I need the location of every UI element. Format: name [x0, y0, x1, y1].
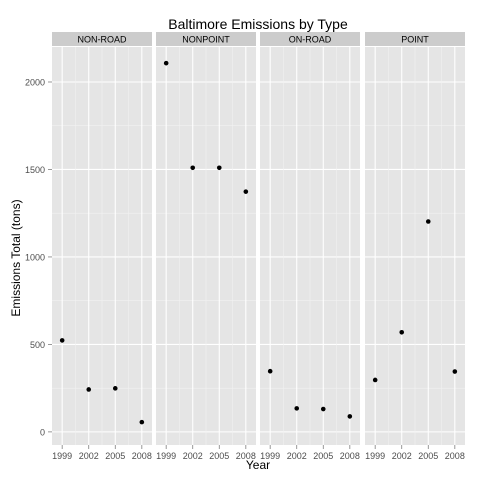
- x-tick-label: 2005: [105, 451, 125, 461]
- facet-strip: [260, 32, 360, 46]
- x-tick-label: 1999: [156, 451, 176, 461]
- data-point: [139, 419, 145, 425]
- facet-panel-nonpoint: NONPOINT 1999 2002 2005 2008: [156, 32, 256, 461]
- data-point: [112, 386, 118, 391]
- data-point: [372, 377, 378, 383]
- x-tick-label: 1999: [52, 451, 72, 461]
- data-point: [59, 338, 65, 343]
- facet-strip: [52, 32, 152, 46]
- y-tick-label: 1500: [25, 165, 45, 175]
- y-tick-label: 500: [30, 340, 45, 350]
- facet-strip-label: POINT: [401, 35, 429, 45]
- data-point: [243, 189, 249, 194]
- data-point: [452, 369, 458, 374]
- x-tick-label: 2005: [209, 451, 229, 461]
- data-point: [425, 219, 431, 224]
- data-point: [267, 368, 273, 374]
- data-point: [320, 406, 326, 412]
- facet-strip: [156, 32, 256, 46]
- x-axis-label: Year: [246, 458, 270, 472]
- x-tick-label: 2002: [183, 451, 203, 461]
- facet-strip-label: NONPOINT: [182, 35, 230, 45]
- x-tick-label: 2002: [287, 451, 307, 461]
- x-tick-label: 2002: [79, 451, 99, 461]
- data-point: [86, 387, 92, 392]
- facet-panel-point: POINT 1999 2002 2005 2008: [365, 32, 465, 461]
- x-tick-label: 1999: [260, 451, 280, 461]
- y-tick-label: 1000: [25, 252, 45, 262]
- x-tick-label: 2005: [313, 451, 333, 461]
- data-point: [399, 329, 405, 335]
- data-point: [216, 165, 222, 171]
- x-tick-label: 2002: [392, 451, 412, 461]
- data-point: [294, 406, 300, 411]
- data-point: [347, 414, 353, 419]
- facet-panel-on-road: ON-ROAD 1999 2002 2005 2008: [260, 32, 360, 461]
- x-tick-label: 2008: [340, 451, 360, 461]
- facet-strip-label: NON-ROAD: [78, 35, 127, 45]
- chart-title: Baltimore Emissions by Type: [168, 16, 348, 32]
- y-tick-label: 2000: [25, 77, 45, 87]
- data-point: [190, 165, 196, 171]
- y-tick-label: 0: [40, 427, 45, 437]
- x-tick-label: 2008: [132, 451, 152, 461]
- facet-strip: [365, 32, 465, 46]
- x-tick-label: 2008: [445, 451, 465, 461]
- x-tick-label: 2008: [236, 451, 256, 461]
- x-tick-label: 2005: [418, 451, 438, 461]
- facets-layer: 0 500 1000 1500 2000 NON-ROAD 1999 2002 2005 2008…: [25, 32, 465, 461]
- y-axis-label: Emissions Total (tons): [9, 199, 23, 316]
- x-tick-label: 1999: [365, 451, 385, 461]
- facet-strip-label: ON-ROAD: [289, 35, 332, 45]
- data-point: [163, 60, 169, 66]
- facet-panel-non-road: NON-ROAD 1999 2002 2005 2008: [52, 32, 152, 461]
